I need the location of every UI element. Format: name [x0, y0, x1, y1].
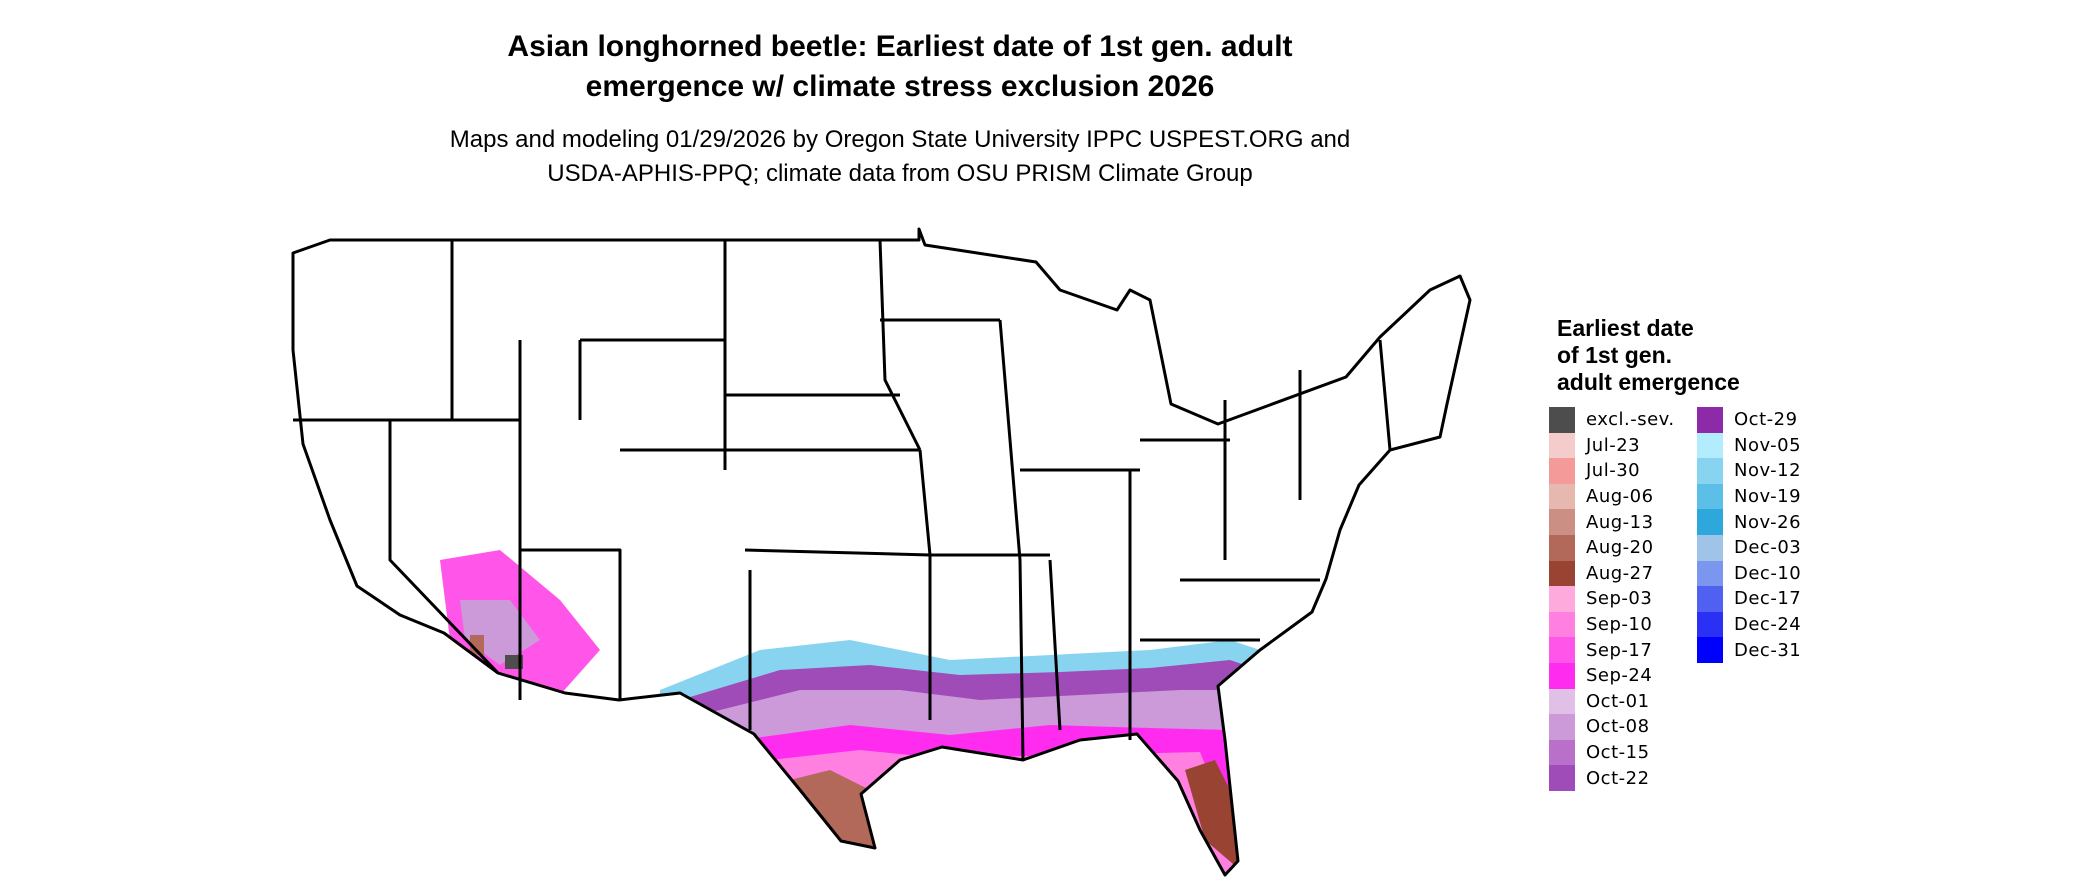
legend-item: Oct-15	[1549, 739, 1675, 766]
legend-item: Sep-10	[1549, 611, 1675, 638]
legend-label: Sep-03	[1586, 588, 1653, 610]
legend-item: Oct-29	[1697, 407, 1801, 433]
legend-item: Jul-30	[1549, 458, 1675, 484]
legend-label: Oct-22	[1586, 767, 1650, 789]
legend-swatch	[1697, 432, 1723, 459]
region-aug-tx	[790, 770, 880, 860]
legend-label: Jul-23	[1586, 434, 1641, 456]
legend-label: Dec-10	[1734, 562, 1802, 584]
legend-item: excl.-sev.	[1549, 407, 1675, 433]
legend-label: Sep-17	[1586, 639, 1653, 661]
legend-label: Aug-13	[1586, 511, 1654, 533]
title-line-2: emergence w/ climate stress exclusion 20…	[585, 70, 1215, 103]
legend-label: Oct-08	[1586, 716, 1650, 738]
legend-label: Aug-27	[1586, 562, 1654, 584]
legend-swatch	[1549, 637, 1575, 663]
legend-label: Oct-15	[1586, 742, 1650, 764]
legend-swatch	[1549, 432, 1575, 459]
legend-label: Nov-19	[1734, 486, 1802, 508]
legend-swatch	[1697, 637, 1723, 663]
legend-label: Dec-03	[1734, 537, 1802, 559]
region-sw-aug	[470, 635, 484, 655]
legend-swatch	[1697, 586, 1723, 612]
legend-label: Nov-26	[1734, 511, 1802, 533]
legend-item: Aug-06	[1549, 483, 1675, 510]
legend-swatch	[1549, 407, 1575, 433]
legend-swatch	[1549, 560, 1575, 587]
legend-label: Nov-12	[1734, 460, 1802, 482]
legend-column-2: Oct-29 Nov-05 Nov-12 Nov-19 Nov-26 Dec-03 Dec-…	[1697, 407, 1801, 663]
legend-item: Nov-12	[1697, 458, 1801, 484]
legend-swatch	[1697, 509, 1723, 535]
legend-item: Nov-05	[1697, 432, 1802, 459]
legend-label: Aug-20	[1586, 537, 1654, 559]
legend-item: Aug-13	[1549, 509, 1675, 535]
legend-label: Dec-17	[1734, 588, 1802, 610]
legend-swatch	[1697, 407, 1723, 433]
legend-label: Dec-24	[1734, 614, 1802, 636]
legend-swatch	[1697, 458, 1723, 484]
legend-swatch	[1549, 586, 1575, 612]
legend-swatch	[1697, 560, 1723, 587]
legend-item: Aug-27	[1549, 560, 1675, 587]
legend-label: Oct-01	[1586, 690, 1650, 712]
legend-swatch	[1549, 765, 1575, 791]
legend-title-line: adult emergence	[1557, 369, 1740, 395]
map-title: Asian longhorned beetle: Earliest date o…	[0, 27, 1800, 107]
legend-swatch	[1697, 483, 1723, 510]
legend-item: Sep-24	[1549, 662, 1675, 689]
legend-swatch	[1549, 509, 1575, 535]
legend-title: Earliest date of 1st gen. adult emergenc…	[1557, 315, 1740, 396]
legend-swatch	[1549, 611, 1575, 638]
legend-swatch	[1549, 739, 1575, 766]
legend-title-line: Earliest date	[1557, 315, 1694, 341]
legend-item: Sep-17	[1549, 637, 1675, 663]
legend-label: Nov-05	[1734, 434, 1802, 456]
legend-item: Dec-31	[1697, 637, 1801, 663]
legend-item: Nov-19	[1697, 483, 1802, 510]
legend-item: Oct-01	[1549, 688, 1675, 715]
legend-item: Nov-26	[1697, 509, 1801, 535]
legend-item: Dec-03	[1697, 534, 1802, 561]
internal-lines	[293, 239, 1392, 761]
legend-item: Aug-20	[1549, 534, 1675, 561]
region-oct-early	[700, 690, 1260, 875]
legend-label: Dec-31	[1734, 639, 1802, 661]
legend-item: Jul-23	[1549, 432, 1675, 459]
legend-item: Oct-08	[1549, 714, 1675, 740]
subtitle-line-2: USDA-APHIS-PPQ; climate data from OSU PR…	[547, 160, 1253, 187]
legend-item: Dec-17	[1697, 586, 1801, 612]
title-line-1: Asian longhorned beetle: Earliest date o…	[507, 30, 1293, 63]
legend-swatch	[1697, 611, 1723, 638]
region-aug-fl	[1185, 760, 1240, 870]
legend-title-line: of 1st gen.	[1557, 342, 1673, 368]
emergence-raster	[440, 550, 1260, 875]
legend-label: Oct-29	[1734, 409, 1798, 431]
legend-swatch	[1549, 714, 1575, 740]
legend-swatch	[1549, 688, 1575, 715]
us-outline	[291, 227, 1472, 877]
legend-swatch	[1549, 662, 1575, 689]
legend-label: Jul-30	[1586, 460, 1641, 482]
subtitle-line-1: Maps and modeling 01/29/2026 by Oregon S…	[449, 126, 1351, 153]
legend-swatch	[1549, 534, 1575, 561]
legend-swatch	[1549, 458, 1575, 484]
legend-label: excl.-sev.	[1586, 409, 1675, 431]
legend-column-1: excl.-sev. Jul-23 Jul-30 Aug-06 Aug-13 Aug-20…	[1549, 407, 1675, 791]
legend-item: Oct-22	[1549, 765, 1675, 791]
legend-label: Aug-06	[1586, 486, 1654, 508]
legend-item: Dec-10	[1697, 560, 1802, 587]
legend-swatch	[1549, 483, 1575, 510]
legend-label: Sep-10	[1586, 614, 1653, 636]
legend-item: Sep-03	[1549, 586, 1675, 612]
state-boundaries	[291, 227, 1472, 877]
legend-item: Dec-24	[1697, 611, 1802, 638]
map-subtitle: Maps and modeling 01/29/2026 by Oregon S…	[0, 123, 1800, 191]
legend-swatch	[1697, 534, 1723, 561]
legend-label: Sep-24	[1586, 665, 1653, 687]
